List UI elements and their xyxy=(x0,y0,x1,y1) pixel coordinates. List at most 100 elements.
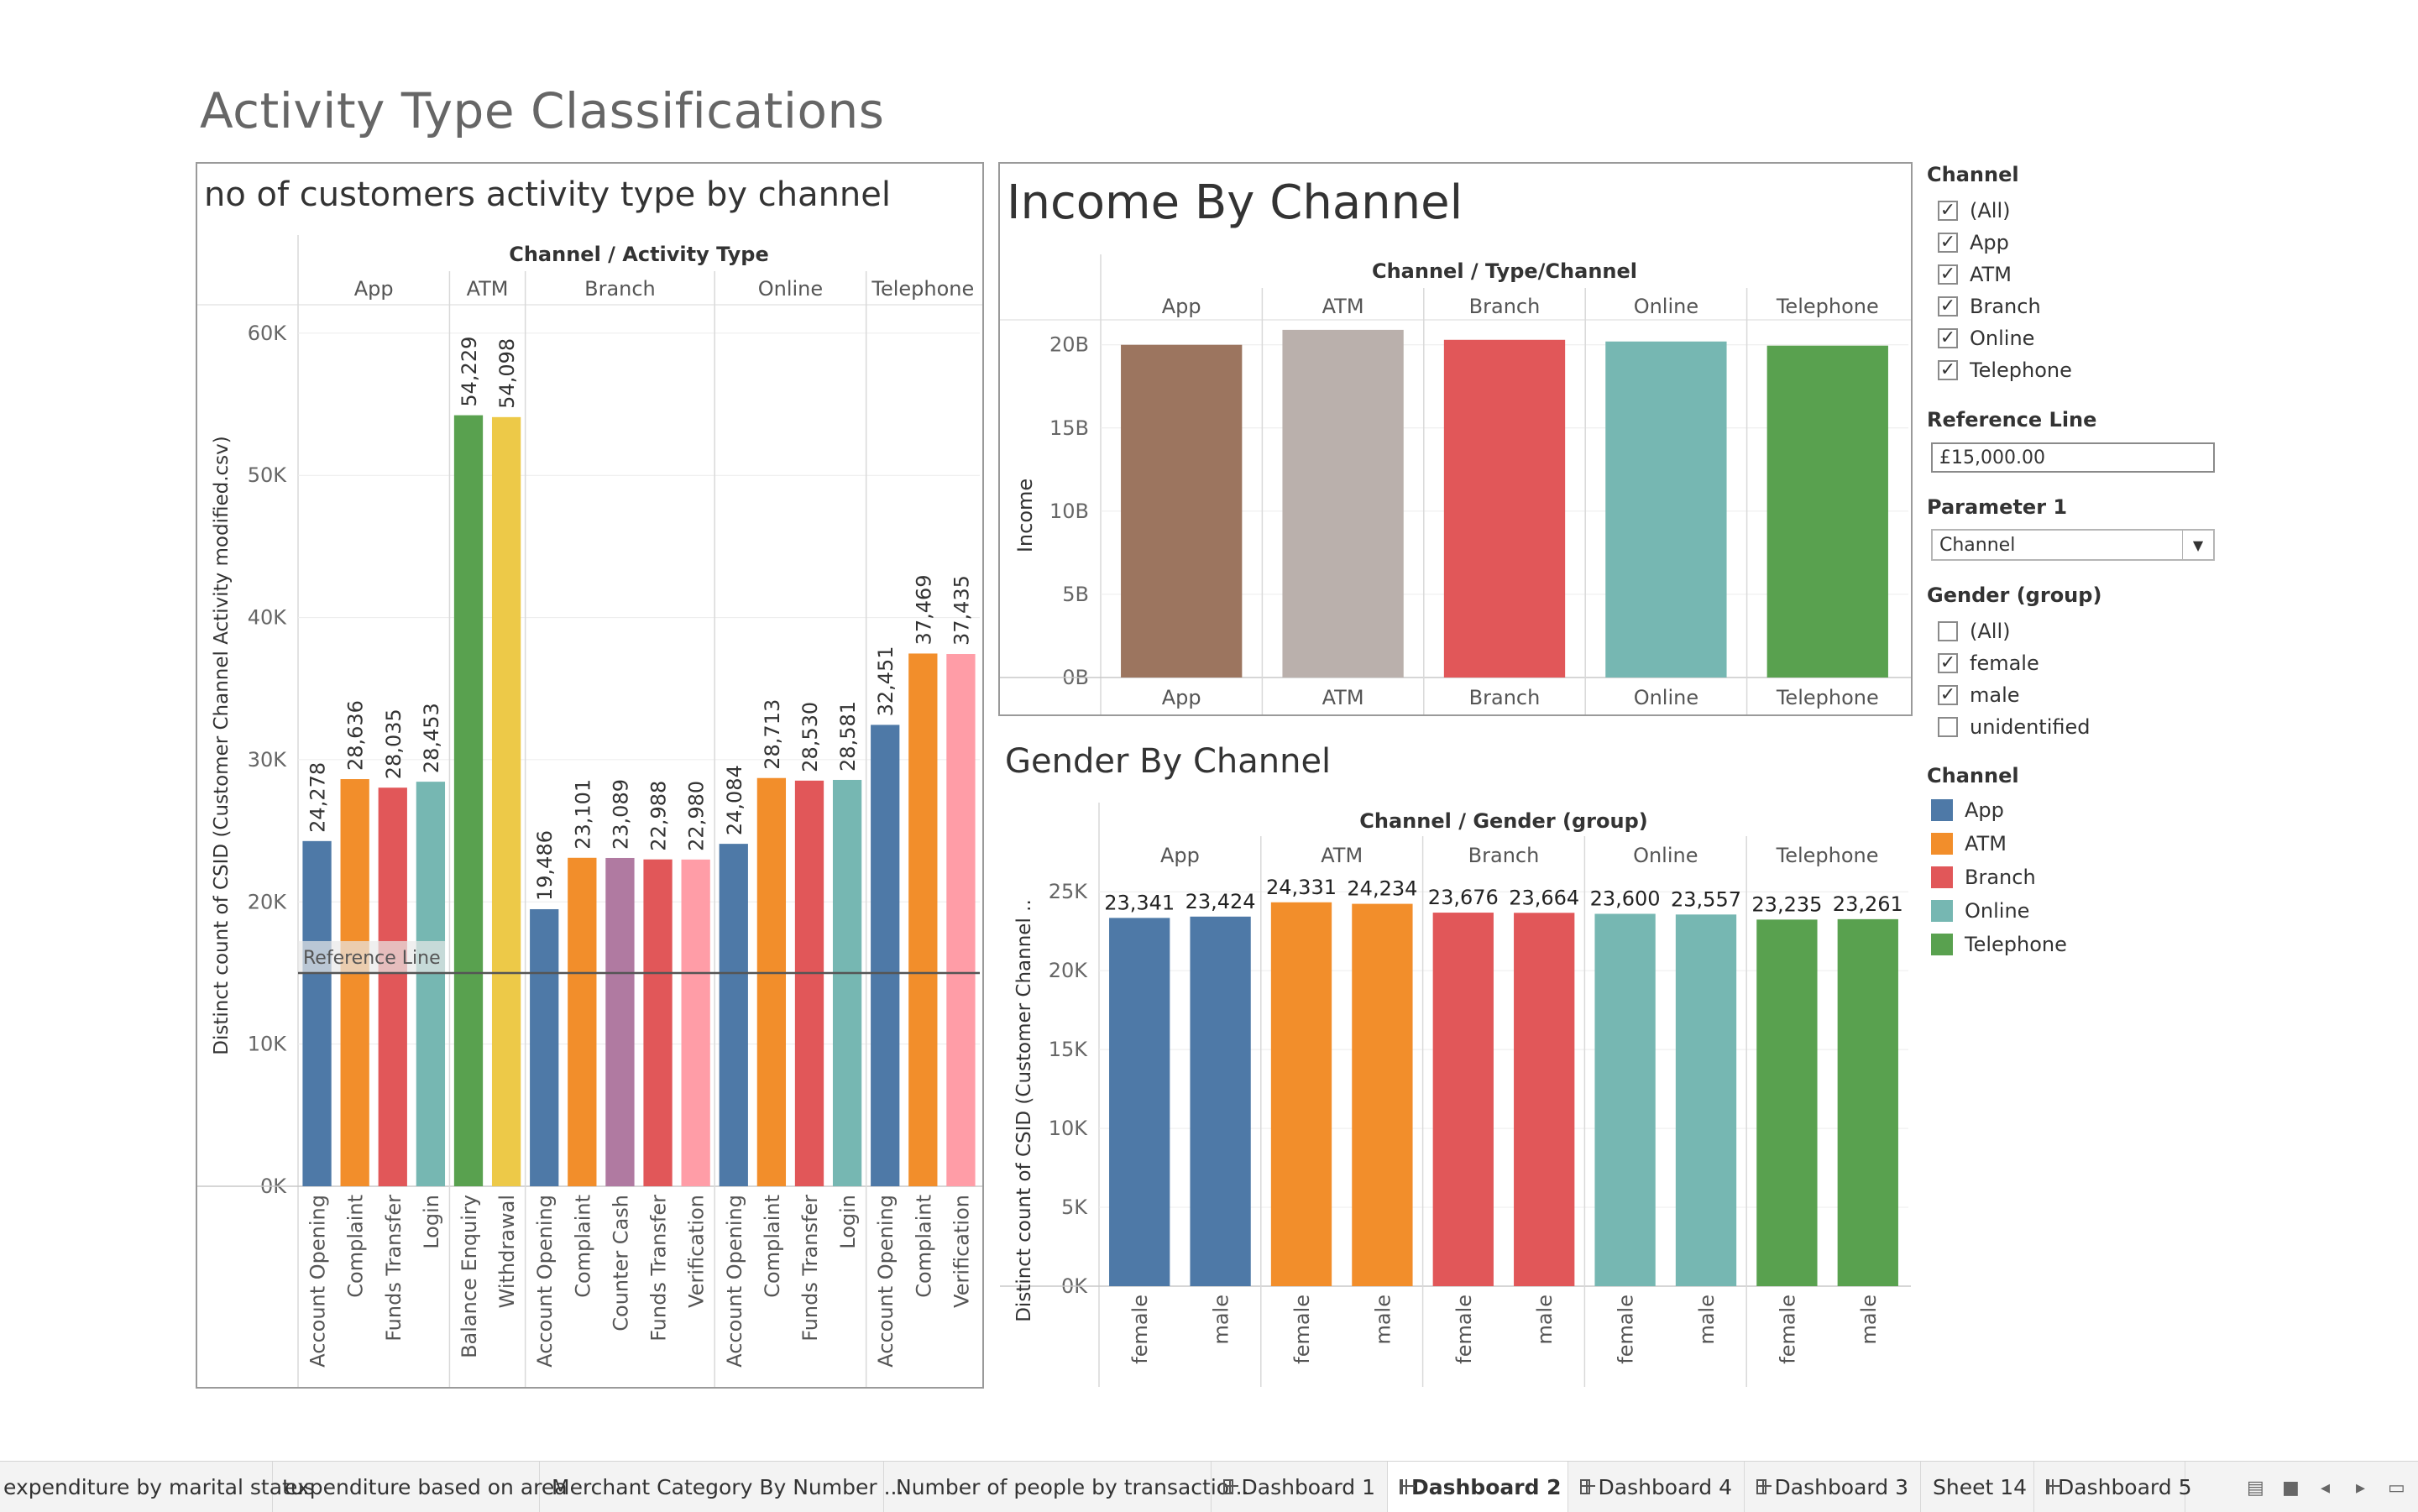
channel-filter-item[interactable]: (All) xyxy=(1938,198,2010,223)
y-tick-label: 15B xyxy=(1049,416,1089,440)
bar xyxy=(1766,345,1888,678)
legend-item[interactable]: App xyxy=(1931,798,2004,823)
sheet-tab[interactable]: Sheet 14 xyxy=(1921,1462,2034,1512)
x-tick-label: Balance Enquiry xyxy=(458,1195,481,1358)
x-tick-label: Funds Transfer xyxy=(647,1195,671,1342)
bar-value-label: 22,980 xyxy=(685,781,709,851)
legend-item[interactable]: Telephone xyxy=(1931,932,2067,957)
x-tick-label: Telephone xyxy=(1776,686,1879,709)
bar-value-label: 54,229 xyxy=(458,337,481,407)
bar xyxy=(1352,903,1413,1286)
x-tick-label: Login xyxy=(836,1195,860,1249)
sheet-tab-label: Dashboard 3 xyxy=(1774,1474,1909,1499)
bar xyxy=(340,779,369,1186)
x-tick-label: Account Opening xyxy=(723,1195,746,1368)
bar-value-label: 23,664 xyxy=(1509,886,1579,909)
sheet-tab[interactable]: Dashboard 5 xyxy=(2034,1462,2192,1512)
legend-swatch xyxy=(1931,833,1953,855)
checkbox[interactable] xyxy=(1938,360,1958,380)
parameter1-select[interactable]: Channel ▼ xyxy=(1931,529,2215,561)
sheet-tab[interactable]: Dashboard 2 xyxy=(1388,1462,1568,1512)
presentation-mode-icon[interactable]: ▭ xyxy=(2388,1478,2405,1499)
channel-header-atm: ATM xyxy=(1321,844,1363,867)
checkbox[interactable] xyxy=(1938,201,1958,221)
channel-filter-item[interactable]: Telephone xyxy=(1938,358,2072,383)
sheet-tab-label: Merchant Category By Number ... xyxy=(552,1474,904,1499)
channel-legend-title: Channel xyxy=(1927,764,2019,787)
bar-value-label: 23,341 xyxy=(1104,891,1175,914)
x-tick-label: female xyxy=(1615,1295,1638,1364)
legend-swatch xyxy=(1931,866,1953,888)
gender-chart: Channel / Gender (group)0K5K10K15K20K25K… xyxy=(1000,803,1911,1387)
legend-item[interactable]: ATM xyxy=(1931,831,2007,856)
y-axis-label: Distinct count of CSID (Customer Channel… xyxy=(1013,899,1035,1322)
y-tick-label: 20K xyxy=(248,890,288,913)
sheet-tab[interactable]: Dashboard 4 xyxy=(1568,1462,1745,1512)
channel-filter-item[interactable]: Branch xyxy=(1938,294,2041,319)
x-tick-label: ATM xyxy=(1322,686,1364,709)
gender-filter-item-label: female xyxy=(1970,651,2039,675)
channel-header-branch: Branch xyxy=(1469,295,1541,318)
checkbox[interactable] xyxy=(1938,717,1958,737)
activity-chart-title: no of customers activity type by channel xyxy=(204,175,892,214)
sheet-tab[interactable]: expenditure by marital status xyxy=(0,1462,315,1512)
gender-filter-item[interactable]: female xyxy=(1938,651,2039,676)
parameter1-value: Channel xyxy=(1939,534,2016,556)
channel-filter-item-label: App xyxy=(1970,231,2009,254)
checkbox[interactable] xyxy=(1938,233,1958,253)
legend-item[interactable]: Branch xyxy=(1931,865,2036,890)
bar xyxy=(378,787,407,1186)
checkbox[interactable] xyxy=(1938,328,1958,348)
bar-value-label: 28,453 xyxy=(420,703,443,773)
x-tick-label: Login xyxy=(420,1195,443,1249)
channel-filter-item[interactable]: App xyxy=(1938,230,2009,255)
sheet-tab[interactable]: expenditure based on area xyxy=(273,1462,568,1512)
filmstrip-icon[interactable]: ■ xyxy=(2282,1478,2300,1499)
bar xyxy=(643,859,673,1186)
gender-filter-item[interactable]: male xyxy=(1938,683,2020,708)
dashboard-icon xyxy=(2046,1479,2061,1494)
legend-item[interactable]: Online xyxy=(1931,898,2029,923)
bar xyxy=(1605,341,1727,678)
bar-value-label: 32,451 xyxy=(874,646,898,716)
bar-value-label: 23,557 xyxy=(1671,887,1741,911)
sheet-tab[interactable]: Dashboard 1 xyxy=(1212,1462,1388,1512)
bar-value-label: 37,469 xyxy=(912,574,935,645)
channel-filter-item[interactable]: ATM xyxy=(1938,262,2012,287)
legend-item-label: Online xyxy=(1965,899,2030,923)
bar xyxy=(756,777,787,1186)
scroll-tabs-right-icon[interactable]: ▸ xyxy=(2356,1478,2366,1499)
chevron-down-icon[interactable]: ▼ xyxy=(2182,531,2213,559)
channel-header-telephone: Telephone xyxy=(1776,844,1879,867)
checkbox[interactable] xyxy=(1938,685,1958,705)
sheet-tab[interactable]: Number of people by transactio... xyxy=(884,1462,1249,1512)
gender-filter-item[interactable]: unidentified xyxy=(1938,714,2091,740)
bar xyxy=(605,857,635,1186)
checkbox[interactable] xyxy=(1938,653,1958,673)
income-chart: Channel / Type/Channel0B5B10B15B20BIncom… xyxy=(1000,254,1911,714)
checkbox[interactable] xyxy=(1938,264,1958,285)
sheet-tab[interactable]: Dashboard 3 xyxy=(1745,1462,1921,1512)
channel-filter-item[interactable]: Online xyxy=(1938,326,2034,351)
legend-item-label: Branch xyxy=(1965,866,2036,889)
sheet-sorter-icon[interactable]: ▤ xyxy=(2247,1478,2264,1499)
channel-header-online: Online xyxy=(758,277,823,301)
gender-filter-item[interactable]: (All) xyxy=(1938,619,2010,644)
x-tick-label: male xyxy=(1695,1295,1719,1345)
bar-value-label: 28,530 xyxy=(798,702,822,772)
bar xyxy=(530,908,559,1186)
reference-line-input[interactable]: £15,000.00 xyxy=(1931,442,2215,473)
x-tick-label: App xyxy=(1162,686,1201,709)
checkbox[interactable] xyxy=(1938,296,1958,317)
y-tick-label: 20B xyxy=(1049,333,1089,357)
x-tick-label: female xyxy=(1128,1295,1152,1364)
x-tick-label: Online xyxy=(1634,686,1698,709)
scroll-tabs-left-icon[interactable]: ◂ xyxy=(2321,1478,2331,1499)
bar-value-label: 23,235 xyxy=(1751,892,1822,916)
checkbox[interactable] xyxy=(1938,621,1958,641)
sheet-tab[interactable]: Merchant Category By Number ... xyxy=(540,1462,903,1512)
gender-chart-title: Gender By Channel xyxy=(1005,742,1332,781)
bar xyxy=(1837,918,1898,1286)
chart-header-label: Channel / Gender (group) xyxy=(1359,809,1647,833)
x-tick-label: male xyxy=(1371,1295,1395,1345)
